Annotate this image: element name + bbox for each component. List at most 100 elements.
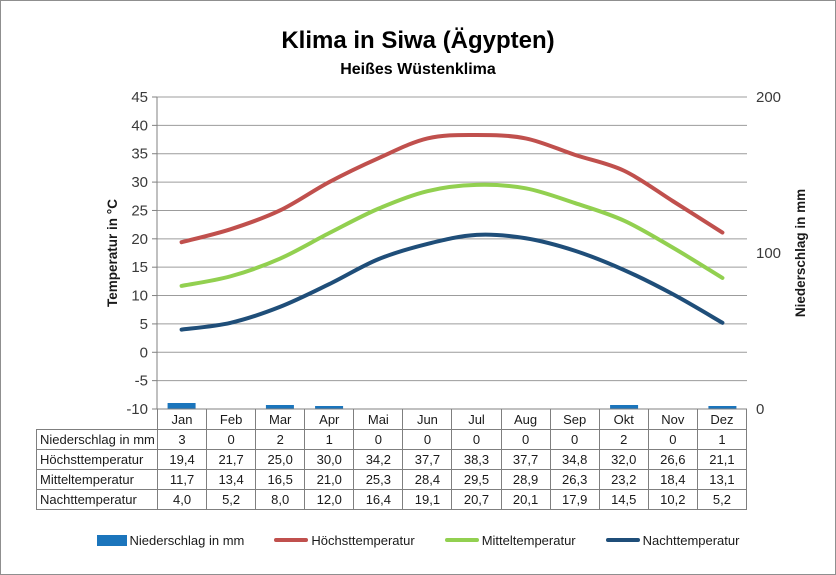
table-cell: 1 (696, 429, 748, 450)
table-cell: 34,2 (353, 449, 404, 470)
legend-item-niederschlag: Niederschlag in mm (96, 532, 245, 548)
y-axis-tick-label: 45 (131, 89, 148, 106)
y-axis-tick-label: -5 (135, 373, 148, 390)
legend-swatch-hoechsttemperatur (274, 537, 309, 543)
table-cell: 26,6 (647, 449, 698, 470)
legend-item-nachttemperatur: Nachttemperatur (605, 532, 740, 548)
month-header-sep: Sep (549, 409, 600, 430)
table-cell: 30,0 (304, 449, 355, 470)
table-cell: 14,5 (598, 489, 649, 510)
table-cell: 8,0 (255, 489, 306, 510)
table-cell: 4,0 (156, 489, 208, 510)
y-axis-tick-label: 20 (131, 231, 148, 248)
right-axis-tick-label: 200 (756, 89, 781, 106)
month-header-aug: Aug (500, 409, 551, 430)
row-label: Höchsttemperatur (36, 449, 158, 470)
bar-niederschlag-apr (315, 406, 344, 409)
table-cell: 10,2 (647, 489, 698, 510)
table-cell: 26,3 (549, 469, 600, 490)
table-cell: 37,7 (402, 449, 453, 470)
month-header-mar: Mar (255, 409, 306, 430)
chart-legend: Niederschlag in mm Höchsttemperatur Mittel… (1, 529, 835, 551)
legend-label: Höchsttemperatur (311, 532, 415, 548)
table-cell: 0 (500, 429, 551, 450)
month-header-jun: Jun (402, 409, 453, 430)
table-cell: 28,4 (402, 469, 453, 490)
table-cell: 0 (353, 429, 404, 450)
line-hoechsttemperatur (179, 132, 725, 245)
bar-niederschlag-okt (610, 405, 639, 409)
table-cell: 38,3 (451, 449, 502, 470)
table-cell: 20,7 (451, 489, 502, 510)
legend-item-mitteltemperatur: Mitteltemperatur (444, 532, 576, 548)
table-cell: 13,1 (696, 469, 748, 490)
table-row: Höchsttemperatur 19,4 21,7 25,0 30,0 34,2 37,7… (36, 449, 748, 470)
y-axis-tick-label: 25 (131, 202, 148, 219)
table-cell: 21,1 (696, 449, 748, 470)
y-axis-tick-label: 10 (131, 288, 148, 305)
table-cell: 5,2 (696, 489, 748, 510)
bar-niederschlag-mar (265, 405, 294, 409)
table-cell: 0 (647, 429, 698, 450)
legend-item-hoechsttemperatur: Höchsttemperatur (274, 532, 415, 548)
table-cell: 0 (549, 429, 600, 450)
right-axis-title: Niederschlag in mm (793, 188, 808, 318)
table-cell: 5,2 (206, 489, 257, 510)
legend-label: Mitteltemperatur (481, 532, 576, 548)
y-axis-tick-label: 0 (140, 344, 148, 361)
month-header-mai: Mai (353, 409, 404, 430)
legend-swatch-mitteltemperatur (444, 537, 479, 543)
legend-label: Niederschlag in mm (129, 532, 245, 548)
table-cell: 12,0 (304, 489, 355, 510)
month-header-jan: Jan (156, 409, 208, 430)
table-cell: 2 (598, 429, 649, 450)
table-cell: 32,0 (598, 449, 649, 470)
table-cell: 2 (255, 429, 306, 450)
table-cell: 19,4 (156, 449, 208, 470)
table-cell: 3 (156, 429, 208, 450)
right-axis-tick-label: 100 (756, 245, 781, 262)
month-header-jul: Jul (451, 409, 502, 430)
chart-subtitle: Heißes Wüstenklima (340, 61, 496, 78)
table-cell: 37,7 (500, 449, 551, 470)
legend-swatch-nachttemperatur (605, 537, 640, 543)
table-cell: 11,7 (156, 469, 208, 490)
y-axis-tick-label: 40 (131, 117, 148, 134)
table-corner-cell (36, 409, 158, 430)
table-cell: 1 (304, 429, 355, 450)
y-axis-tick-label: 30 (131, 174, 148, 191)
row-label: Nachttemperatur (36, 489, 158, 510)
row-label: Niederschlag in mm (36, 429, 158, 450)
table-row: Niederschlag in mm 3 0 2 1 0 0 0 0 0 2 0 1 (36, 429, 748, 450)
table-cell: 34,8 (549, 449, 600, 470)
table-row: Mitteltemperatur 11,7 13,4 16,5 21,0 25,3 28,4… (36, 469, 748, 490)
table-cell: 29,5 (451, 469, 502, 490)
table-cell: 23,2 (598, 469, 649, 490)
table-cell: 18,4 (647, 469, 698, 490)
table-cell: 0 (451, 429, 502, 450)
table-cell: 17,9 (549, 489, 600, 510)
y-axis-tick-label: 15 (131, 259, 148, 276)
month-header-row: Jan Feb Mar Apr Mai Jun Jul Aug Sep Okt Nov Dez (36, 409, 748, 430)
month-header-okt: Okt (598, 409, 649, 430)
table-cell: 16,4 (353, 489, 404, 510)
line-nachttemperatur (179, 232, 725, 332)
y-axis-tick-label: 5 (140, 316, 148, 333)
right-axis-tick-label: 0 (756, 401, 764, 418)
bar-niederschlag-dez (708, 406, 737, 409)
month-header-apr: Apr (304, 409, 355, 430)
legend-label: Nachttemperatur (642, 532, 740, 548)
table-cell: 21,0 (304, 469, 355, 490)
table-cell: 0 (206, 429, 257, 450)
chart-title: Klima in Siwa (Ägypten) (281, 27, 555, 54)
table-row: Nachttemperatur 4,0 5,2 8,0 12,0 16,4 19,1 20,7… (36, 489, 748, 510)
table-cell: 28,9 (500, 469, 551, 490)
bar-niederschlag-jan (167, 403, 196, 409)
y-axis-tick-label: 35 (131, 146, 148, 163)
table-cell: 19,1 (402, 489, 453, 510)
legend-swatch-niederschlag (96, 534, 127, 546)
table-cell: 25,0 (255, 449, 306, 470)
data-table: Jan Feb Mar Apr Mai Jun Jul Aug Sep Okt Nov Dez Nie… (36, 409, 748, 510)
